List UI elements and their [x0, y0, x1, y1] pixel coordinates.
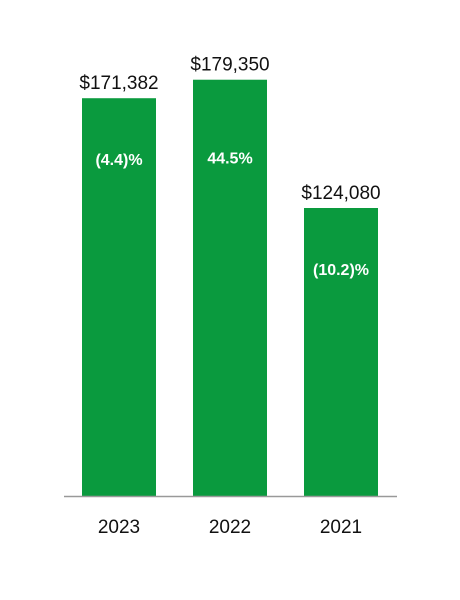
change-label-2022: 44.5% — [207, 151, 252, 168]
x-tick-label-2022: 2022 — [209, 517, 251, 538]
bar-2021 — [304, 208, 378, 496]
bar-2022 — [193, 79, 267, 496]
bars-group — [82, 79, 378, 497]
bar-2023 — [82, 98, 156, 497]
value-label-2022: $179,350 — [190, 55, 269, 76]
change-label-2021: (10.2)% — [313, 262, 369, 279]
labels-group: $171,382 (4.4)% 2023 $179,350 44.5% 2022 $124,… — [79, 55, 380, 538]
x-tick-label-2023: 2023 — [98, 517, 140, 538]
value-label-2023: $171,382 — [79, 73, 158, 94]
value-label-2021: $124,080 — [301, 183, 380, 204]
change-label-2023: (4.4)% — [95, 152, 142, 169]
x-tick-label-2021: 2021 — [320, 517, 362, 538]
